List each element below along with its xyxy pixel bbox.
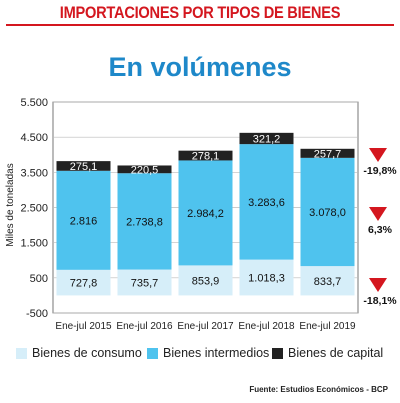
data-label: 1.018,3 bbox=[248, 273, 285, 285]
y-tick-label: 500 bbox=[30, 273, 48, 285]
legend-item-capital: Bienes de capital bbox=[272, 346, 383, 360]
legend-item-consumo: Bienes de consumo bbox=[16, 346, 142, 360]
y-tick-label: -500 bbox=[26, 308, 48, 320]
legend-swatch-capital bbox=[272, 347, 283, 359]
bar-segment bbox=[117, 173, 172, 270]
bar-segment bbox=[300, 157, 355, 267]
change-label: -19,8% bbox=[363, 165, 397, 177]
bar-segment bbox=[117, 269, 172, 296]
down-arrow-icon bbox=[369, 148, 387, 162]
bar-segment bbox=[239, 259, 294, 296]
legend-item-intermedios: Bienes intermedios bbox=[147, 346, 269, 360]
data-label: 257,7 bbox=[314, 148, 342, 160]
chart-subtitle: En volúmenes bbox=[108, 52, 292, 82]
bar-segment bbox=[239, 132, 294, 145]
down-arrow-icon bbox=[369, 207, 387, 221]
change-label: 6,3% bbox=[368, 224, 393, 236]
bar-segment bbox=[117, 165, 172, 174]
bar-segment bbox=[300, 266, 355, 296]
x-tick-label: Ene-jul 2015 bbox=[55, 321, 112, 332]
changes-layer: -19,8% 6,3% -18,1% bbox=[363, 148, 397, 307]
data-label: 275,1 bbox=[70, 161, 98, 173]
x-tick-label: Ene-jul 2017 bbox=[177, 321, 234, 332]
bar-segment bbox=[56, 170, 111, 270]
bar-segment bbox=[178, 265, 233, 296]
data-label: 735,7 bbox=[131, 277, 159, 289]
bar-segment bbox=[178, 150, 233, 161]
data-label: 278,1 bbox=[192, 151, 220, 163]
axis-layer: -500 500 1.500 2.500 3.500 4.500 5.500 Ene-jul … bbox=[20, 97, 356, 332]
legend-swatch-intermedios bbox=[147, 347, 158, 359]
legend: Bienes de consumo Bienes intermedios Bie… bbox=[10, 346, 395, 364]
data-label: 2.816 bbox=[70, 215, 98, 227]
chart-title: IMPORTACIONES POR TIPOS DE BIENES bbox=[59, 3, 341, 22]
data-label: 3.078,0 bbox=[309, 207, 346, 219]
y-tick-label: 4.500 bbox=[20, 132, 48, 144]
y-tick-label: 2.500 bbox=[20, 203, 48, 215]
bar-segment bbox=[239, 144, 294, 260]
bar-segment bbox=[178, 160, 233, 266]
down-arrow-icon bbox=[369, 278, 387, 292]
legend-swatch-consumo bbox=[16, 347, 27, 359]
bars-layer: 727,8 2.816 275,1 735,7 2.738,8 220,5 853,9 2.9… bbox=[56, 132, 355, 296]
data-label: 833,7 bbox=[314, 276, 342, 288]
legend-label-intermedios: Bienes intermedios bbox=[163, 346, 270, 360]
source-note: Fuente: Estudios Económicos - BCP bbox=[249, 385, 388, 394]
y-tick-label: 1.500 bbox=[20, 238, 48, 250]
y-tick-label: 5.500 bbox=[20, 97, 48, 109]
bar-segment bbox=[56, 161, 111, 171]
data-label: 2.738,8 bbox=[126, 216, 163, 228]
data-label: 727,8 bbox=[70, 278, 98, 290]
y-axis-label: Miles de toneladas bbox=[5, 163, 16, 246]
legend-label-consumo: Bienes de consumo bbox=[32, 346, 142, 360]
y-tick-label: 3.500 bbox=[20, 167, 48, 179]
data-label: 220,5 bbox=[131, 164, 159, 176]
x-tick-label: Ene-jul 2018 bbox=[238, 321, 295, 332]
data-label: 2.984,2 bbox=[187, 208, 224, 220]
title-rule bbox=[6, 24, 394, 26]
x-tick-label: Ene-jul 2019 bbox=[299, 321, 356, 332]
x-tick-label: Ene-jul 2016 bbox=[116, 321, 173, 332]
legend-label-capital: Bienes de capital bbox=[288, 346, 384, 360]
data-label: 3.283,6 bbox=[248, 197, 285, 209]
bar-segment bbox=[300, 148, 355, 158]
change-label: -18,1% bbox=[363, 295, 397, 307]
data-label: 321,2 bbox=[253, 133, 281, 145]
data-label: 853,9 bbox=[192, 275, 220, 287]
bar-segment bbox=[56, 269, 111, 296]
